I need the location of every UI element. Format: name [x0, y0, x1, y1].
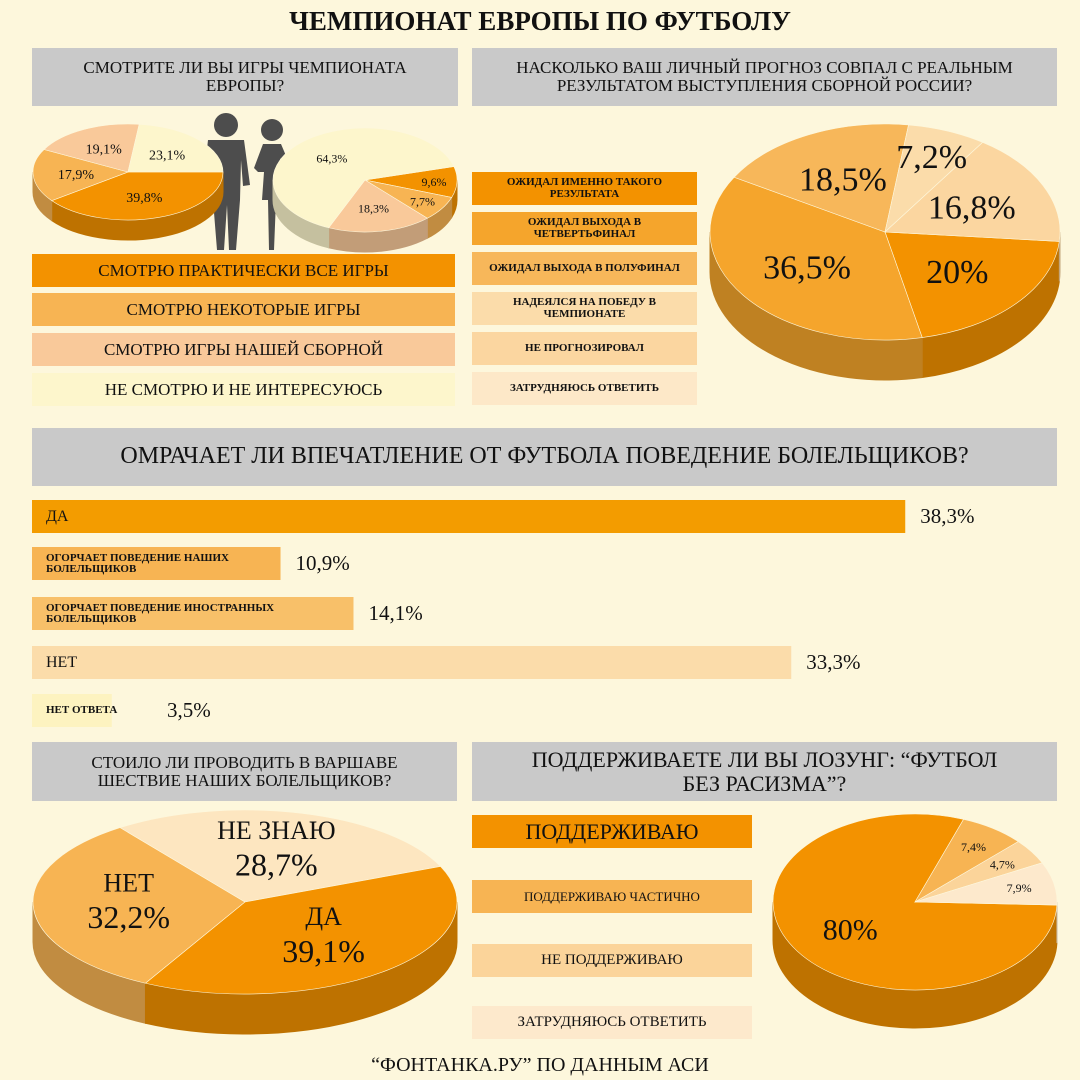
slice-category: НЕТ [103, 868, 154, 897]
slice-label: 23,1% [149, 148, 186, 163]
pie-slice [272, 127, 455, 229]
question-header: СМОТРИТЕ ЛИ ВЫ ИГРЫ ЧЕМПИОНАТА ЕВРОПЫ? [32, 48, 458, 106]
pie-slice [43, 123, 140, 173]
bar-category: ДА [46, 507, 69, 525]
legend-item: НЕ СМОТРЮ И НЕ ИНТЕРЕСУЮСЬ [32, 373, 455, 406]
legend-item: ПОДДЕРЖИВАЮ [472, 815, 752, 848]
slice-label: 64,3% [316, 152, 347, 166]
slice-label: 7,7% [410, 195, 435, 209]
slice-label: 4,7% [990, 857, 1015, 871]
pie-slice [884, 142, 1061, 242]
value-label: 38,3% [920, 504, 974, 528]
slice-label: 17,9% [58, 168, 95, 183]
slice-label: 19,1% [86, 143, 123, 158]
pie-slice [709, 176, 923, 341]
bar [32, 547, 281, 580]
legend-item: СМОТРЮ НЕКОТОРЫЕ ИГРЫ [32, 293, 455, 326]
slice-category: НЕ ЗНАЮ [217, 816, 335, 845]
slice-label: 39,8% [126, 191, 163, 206]
legend-item: ПОДДЕРЖИВАЮ ЧАСТИЧНО [472, 880, 752, 913]
pie-slice [328, 179, 428, 233]
legend-item: ОЖИДАЛ ИМЕННО ТАКОГО РЕЗУЛЬТАТА [472, 172, 697, 205]
question-header: ПОДДЕРЖИВАЕТЕ ЛИ ВЫ ЛОЗУНГ: “ФУТБОЛ БЕЗ … [472, 742, 1057, 801]
legend-item: СМОТРЮ ПРАКТИЧЕСКИ ВСЕ ИГРЫ [32, 254, 455, 287]
legend-item: ОЖИДАЛ ВЫХОДА В ЧЕТВЕРТЬФИНАЛ [472, 212, 697, 245]
value-label: 14,1% [368, 601, 422, 625]
legend-item: СМОТРЮ ИГРЫ НАШЕЙ СБОРНОЙ [32, 333, 455, 366]
slice-label: 16,8% [928, 189, 1016, 226]
slice-label: 9,6% [421, 175, 446, 189]
pie-slice [127, 124, 224, 173]
slice-label: 28,7% [235, 847, 318, 883]
bar-category: НЕТ ОТВЕТА [46, 704, 118, 716]
value-label: 3,5% [167, 698, 211, 722]
slice-label: 32,2% [87, 899, 170, 935]
slice-label: 80% [823, 914, 878, 947]
bar-category: НЕТ [46, 653, 78, 671]
slice-label: 36,5% [763, 250, 851, 287]
slice-label: 7,4% [961, 840, 986, 854]
pie-slice [119, 809, 442, 903]
slice-label: 7,2% [896, 139, 967, 176]
slice-label: 18,5% [799, 161, 887, 198]
legend-item: НЕ ПРОГНОЗИРОВАЛ [472, 332, 697, 365]
bar-category: ОГОРЧАЕТ ПОВЕДЕНИЕ ИНОСТРАННЫХ БОЛЕЛЬЩИК… [46, 601, 275, 625]
value-label: 33,3% [806, 650, 860, 674]
legend-item: ОЖИДАЛ ВЫХОДА В ПОЛУФИНАЛ [472, 252, 697, 285]
bar [32, 500, 906, 533]
pie-slice [32, 827, 246, 984]
value-label: 10,9% [296, 551, 350, 575]
main-title: ЧЕМПИОНАТ ЕВРОПЫ ПО ФУТБОЛУ [289, 5, 791, 36]
pie-slice [733, 123, 909, 233]
slice-label: 18,3% [358, 201, 389, 215]
legend-item: ЗАТРУДНЯЮСЬ ОТВЕТИТЬ [472, 372, 697, 405]
question-header: НАСКОЛЬКО ВАШ ЛИЧНЫЙ ПРОГНОЗ СОВПАЛ С РЕ… [472, 48, 1057, 106]
bar [32, 694, 112, 727]
pie-slice [32, 149, 129, 201]
slice-label: 7,9% [1007, 881, 1032, 895]
slice-category: ДА [305, 902, 342, 931]
bar [32, 646, 792, 679]
slice-label: 39,1% [282, 933, 365, 969]
pie-slice [914, 862, 1058, 906]
question-header: ОМРАЧАЕТ ЛИ ВПЕЧАТЛЕНИЕ ОТ ФУТБОЛА ПОВЕД… [32, 428, 1057, 486]
pie-slice [51, 171, 224, 221]
question-header: СТОИЛО ЛИ ПРОВОДИТЬ В ВАРШАВЕ ШЕСТВИЕ НА… [32, 742, 457, 801]
slice-label: 20% [926, 254, 988, 291]
pie-slice [144, 866, 458, 995]
legend-item: НЕ ПОДДЕРЖИВАЮ [472, 944, 752, 977]
legend-item: ЗАТРУДНЯЮСЬ ОТВЕТИТЬ [472, 1006, 752, 1039]
footer: “ФОНТАНКА.РУ” ПО ДАННЫМ АСИ [371, 1053, 709, 1076]
bar [32, 597, 354, 630]
bar-category: ОГОРЧАЕТ ПОВЕДЕНИЕ НАШИХ БОЛЕЛЬЩИКОВ [46, 551, 229, 575]
legend-item: НАДЕЯЛСЯ НА ПОБЕДУ В ЧЕМПИОНАТЕ [472, 292, 697, 325]
pie-slice [884, 231, 1060, 338]
